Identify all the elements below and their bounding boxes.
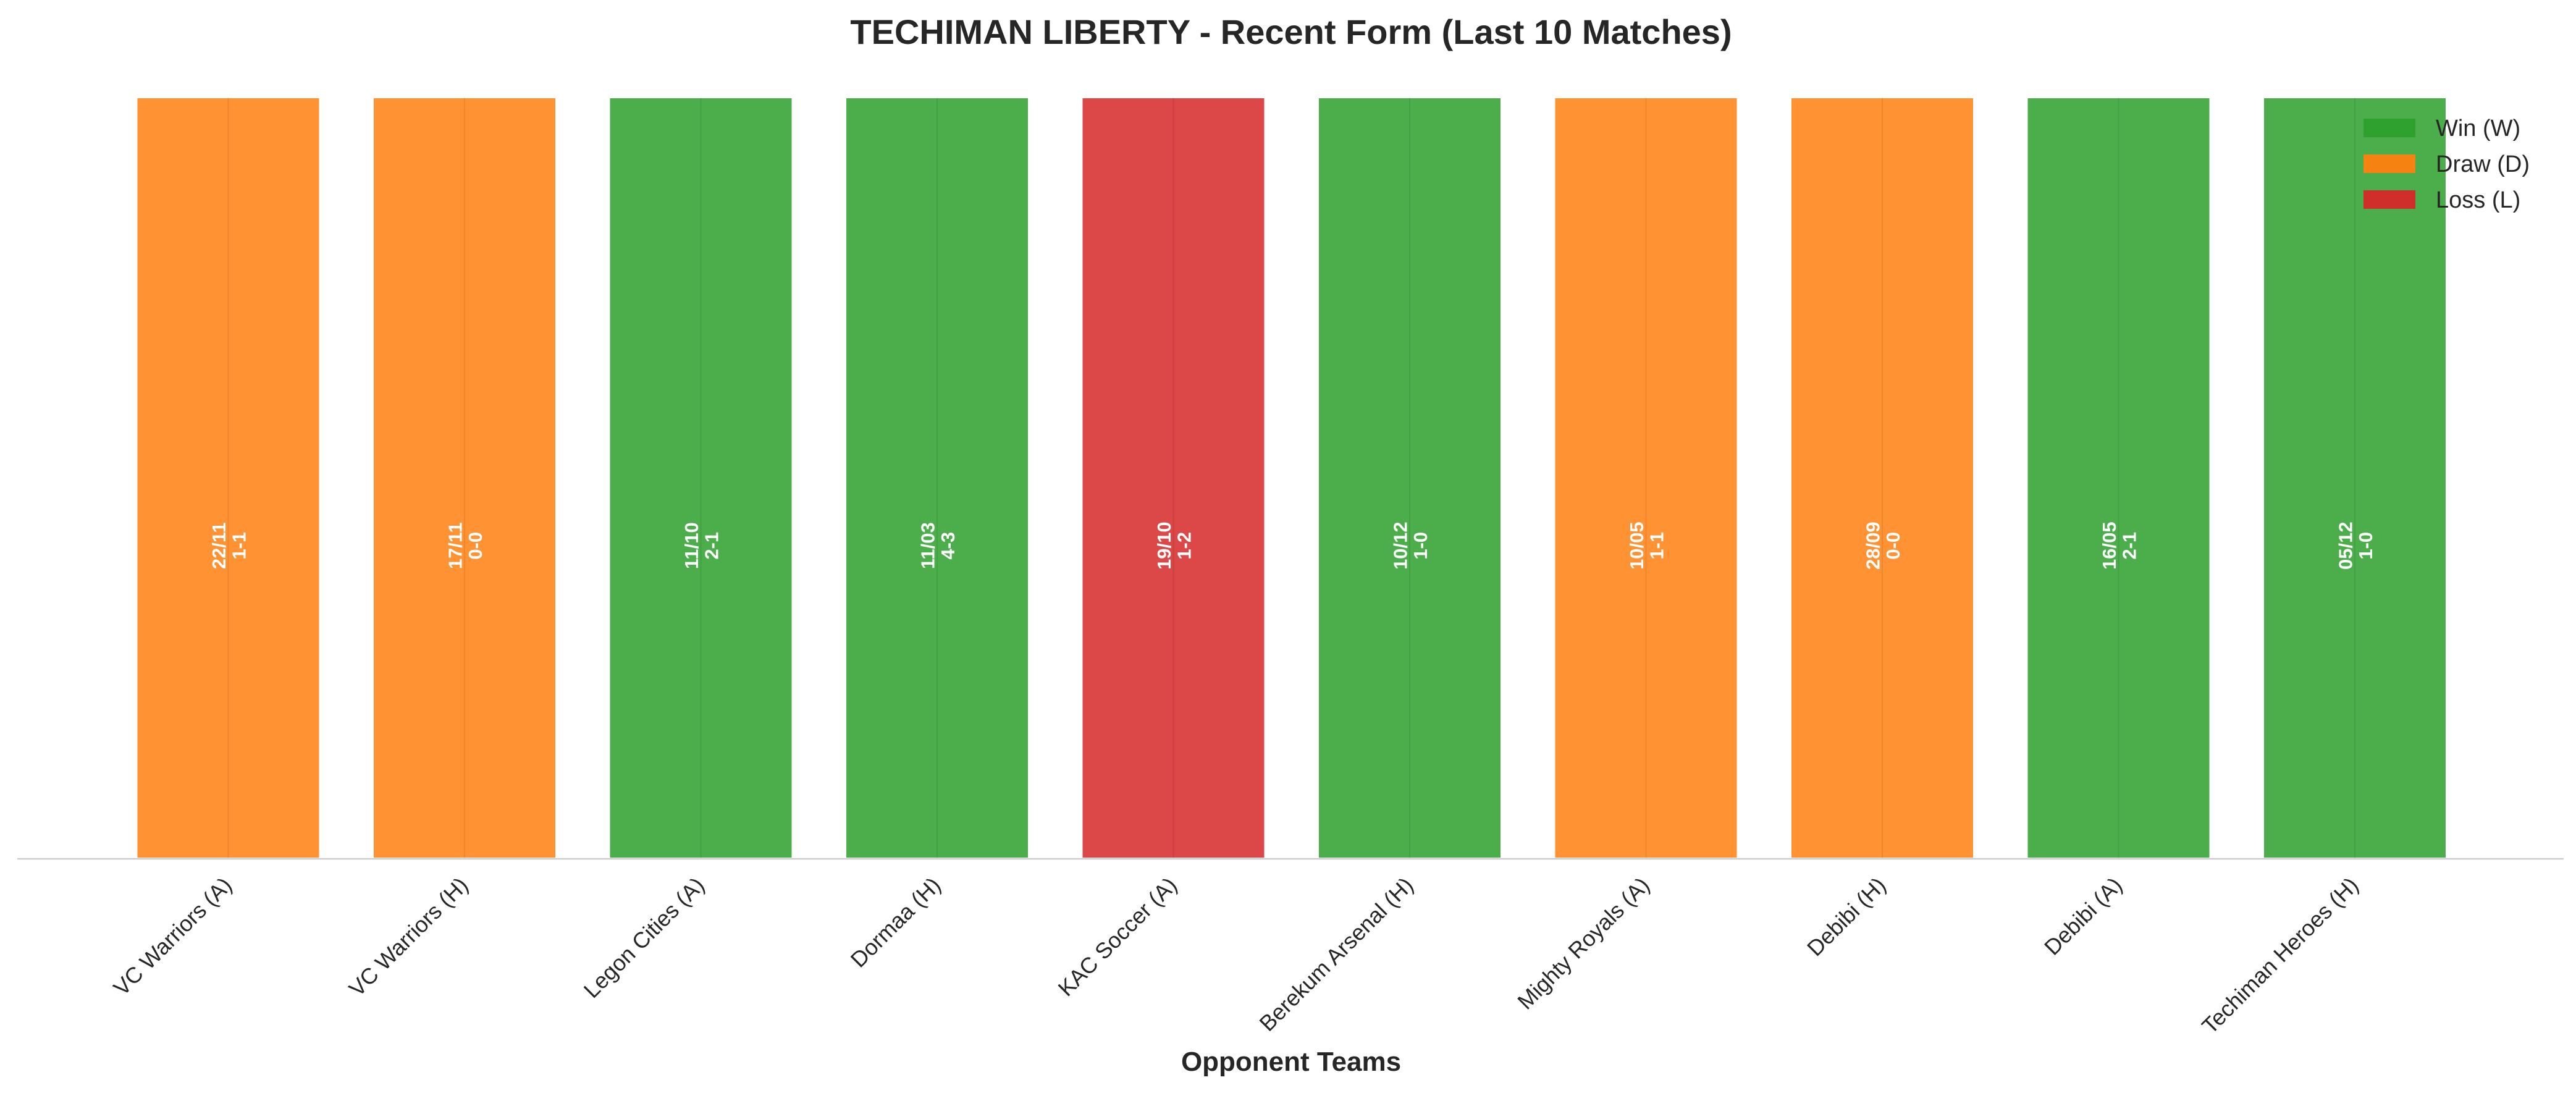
bar-data-label: 11/034-3 <box>917 522 959 569</box>
bar <box>1080 96 1267 860</box>
legend-label: Draw (D) <box>2436 151 2530 177</box>
x-tick-label: Legon Cities (A) <box>579 872 710 1003</box>
bar-date-label: 28/09 <box>1862 521 1884 570</box>
bar-data-label: 28/090-0 <box>1862 521 1904 570</box>
bar-date-label: 11/10 <box>681 522 702 569</box>
bar-score-label: 1-0 <box>2355 532 2376 560</box>
x-tick-label: Debibi (H) <box>1802 872 1891 961</box>
bar <box>1789 96 1976 860</box>
x-tick-label: Techiman Heroes (H) <box>2197 872 2363 1039</box>
bar-date-label: 22/11 <box>208 522 230 569</box>
bar-data-label: 16/052-1 <box>2098 521 2140 570</box>
x-tick-label: Berekum Arsenal (H) <box>1254 872 1418 1036</box>
x-tick-label: VC Warriors (H) <box>344 872 473 1002</box>
bar-score-label: 2-1 <box>701 532 722 560</box>
x-tick-label: Mighty Royals (A) <box>1512 872 1654 1015</box>
bar-score-label: 1-0 <box>1410 532 1431 560</box>
bars <box>135 96 2448 860</box>
chart-title: TECHIMAN LIBERTY - Recent Form (Last 10 … <box>850 12 1732 51</box>
data-labels: 22/111-1 17/110-0 11/102-1 11/034-3 19/101-2… <box>208 521 2376 570</box>
bar-date-label: 16/05 <box>2098 521 2120 570</box>
x-tick-labels: VC Warriors (A) VC Warriors (H) Legon Citi… <box>109 872 2363 1039</box>
bar <box>1316 96 1503 860</box>
bar <box>1552 96 1740 860</box>
bar <box>371 96 558 860</box>
legend-swatch <box>2363 154 2415 173</box>
bar-data-label: 05/121-0 <box>2334 521 2376 570</box>
bar <box>607 96 794 860</box>
bar-data-label: 22/111-1 <box>208 522 250 569</box>
bar-data-label: 10/051-1 <box>1626 521 1668 570</box>
bar-data-label: 17/110-0 <box>444 522 486 569</box>
bar <box>135 96 322 860</box>
bar-score-label: 1-1 <box>1646 532 1667 560</box>
bar <box>2262 96 2448 860</box>
bar-score-label: 4-3 <box>937 532 959 560</box>
bar-date-label: 11/03 <box>917 522 938 569</box>
bar-date-label: 05/12 <box>2334 521 2356 570</box>
legend-swatch <box>2363 190 2415 209</box>
legend: Win (W) Draw (D) Loss (L) <box>2363 116 2530 213</box>
bar-date-label: 10/05 <box>1626 521 1648 570</box>
legend-label: Win (W) <box>2436 116 2520 141</box>
bar <box>2025 96 2212 860</box>
bar-score-label: 1-1 <box>228 532 250 560</box>
bar-date-label: 17/11 <box>444 522 466 569</box>
bar-score-label: 0-0 <box>1882 532 1904 560</box>
x-tick-label: Dormaa (H) <box>846 872 946 973</box>
x-tick-label: VC Warriors (A) <box>109 872 237 1001</box>
bar-score-label: 1-2 <box>1173 532 1195 560</box>
bar-data-label: 19/101-2 <box>1153 521 1195 570</box>
bar-data-label: 10/121-0 <box>1389 521 1431 570</box>
bar-score-label: 0-0 <box>465 532 486 560</box>
bar-data-label: 11/102-1 <box>681 522 723 569</box>
bar-date-label: 19/10 <box>1153 521 1175 570</box>
bar-date-label: 10/12 <box>1389 521 1411 570</box>
legend-label: Loss (L) <box>2436 187 2520 213</box>
x-tick-label: Debibi (A) <box>2039 872 2127 960</box>
bar-score-label: 2-1 <box>2118 532 2140 560</box>
x-axis-label: Opponent Teams <box>1181 1047 1401 1077</box>
legend-swatch <box>2363 119 2415 137</box>
x-tick-label: KAC Soccer (A) <box>1053 872 1182 1002</box>
